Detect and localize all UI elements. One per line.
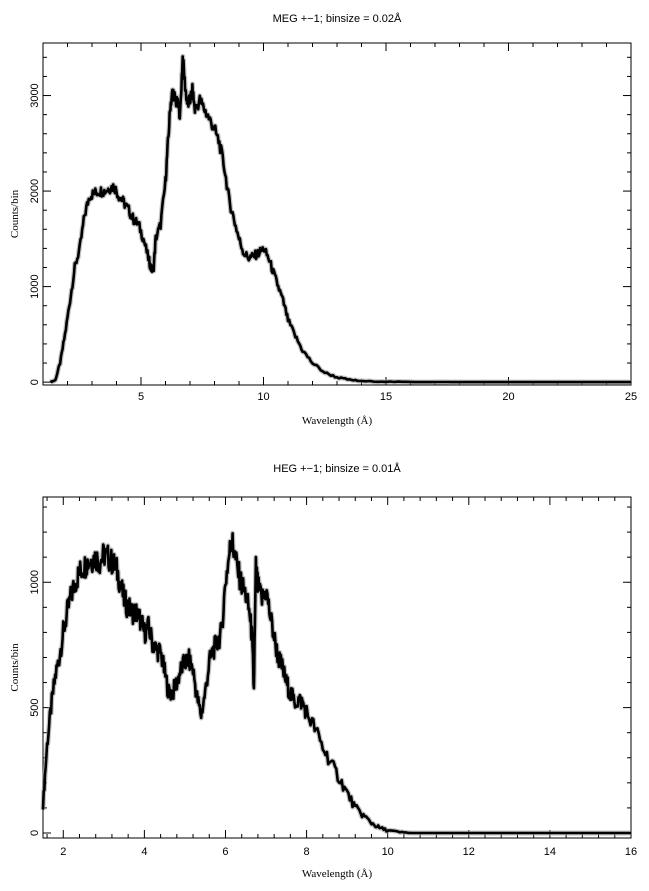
x-tick-label: 12 <box>463 846 475 858</box>
heg-spectrum-panel: HEG +−1; binsize = 0.01Å Wavelength (Å) … <box>9 462 637 880</box>
x-tick-label: 10 <box>382 846 394 858</box>
y-tick-label: 0 <box>29 379 41 385</box>
y-tick-label: 2000 <box>29 179 41 203</box>
x-tick-label: 8 <box>304 846 310 858</box>
x-tick-label: 15 <box>380 391 392 403</box>
chart-title: HEG +−1; binsize = 0.01Å <box>273 462 401 475</box>
spectrum-line <box>41 532 631 835</box>
x-tick-label: 16 <box>625 846 637 858</box>
x-tick-label: 10 <box>257 391 269 403</box>
error-band <box>40 530 631 836</box>
x-tick-label: 14 <box>544 846 556 858</box>
y-tick-label: 0 <box>29 830 41 836</box>
x-tick-label: 6 <box>222 846 228 858</box>
meg-spectrum-panel: MEG +−1; binsize = 0.02Å Wavelength (Å) … <box>9 12 637 427</box>
y-tick-label: 1000 <box>29 570 41 594</box>
x-axis-label: Wavelength (Å) <box>302 415 373 427</box>
y-tick-label: 500 <box>29 698 41 716</box>
plot-frame <box>42 496 632 839</box>
spectrum-line <box>49 55 631 384</box>
y-axis-label: Counts/bin <box>9 189 21 238</box>
x-tick-label: 2 <box>60 846 66 858</box>
chart-title: MEG +−1; binsize = 0.02Å <box>273 12 402 25</box>
x-tick-label: 5 <box>138 391 144 403</box>
x-tick-label: 4 <box>141 846 147 858</box>
y-tick-label: 3000 <box>29 83 41 107</box>
y-axis-label: Counts/bin <box>9 643 21 692</box>
y-tick-label: 1000 <box>29 274 41 298</box>
x-tick-label: 20 <box>502 391 514 403</box>
x-axis-label: Wavelength (Å) <box>302 868 373 880</box>
x-tick-label: 25 <box>625 391 637 403</box>
